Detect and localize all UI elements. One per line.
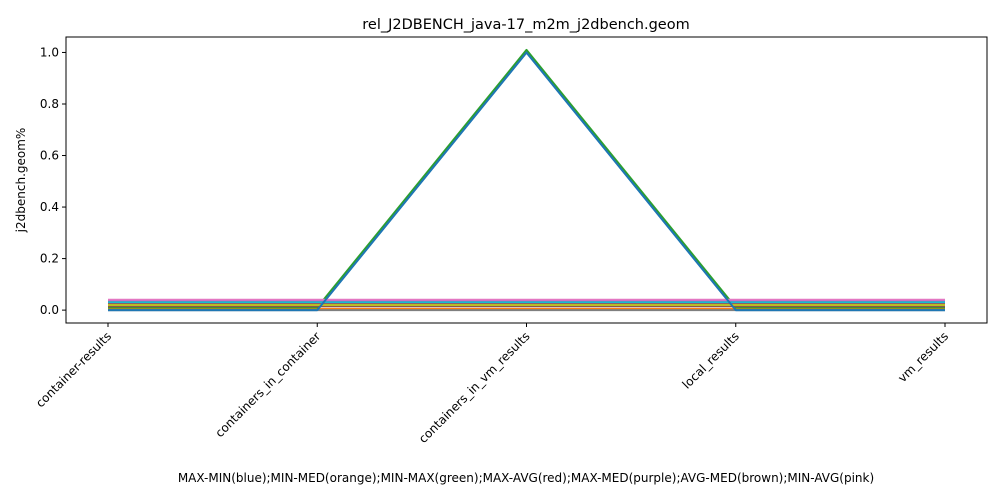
y-tick-label: 0.2 [40,252,59,266]
x-tick-label: local_results [680,329,742,391]
y-tick-label: 0.4 [40,200,59,214]
y-axis: 0.0 0.2 0.4 0.6 0.8 1.0 [40,45,66,317]
series-line-10 [108,51,945,312]
series-line-0 [108,51,945,312]
y-tick-label: 0.0 [40,303,59,317]
series-line-2 [108,48,945,309]
x-axis: container-results containers_in_container… [33,323,951,446]
plot-frame [65,36,988,324]
x-axis-label: MAX-MIN(blue);MIN-MED(orange);MIN-MAX(gr… [178,471,874,485]
x-tick-label: containers_in_vm_results [416,329,533,446]
chart-title: rel_J2DBENCH_java-17_m2m_j2dbench.geom [362,17,689,33]
x-tick-label: vm_results [895,329,951,385]
y-tick-label: 0.6 [40,149,59,163]
series-layer [108,48,945,312]
y-tick-label: 1.0 [40,45,59,59]
y-axis-label: j2dbench.geom% [14,128,28,234]
y-tick-label: 0.8 [40,97,59,111]
x-tick-label: container-results [33,329,114,410]
x-tick-label: containers_in_container [212,329,323,440]
